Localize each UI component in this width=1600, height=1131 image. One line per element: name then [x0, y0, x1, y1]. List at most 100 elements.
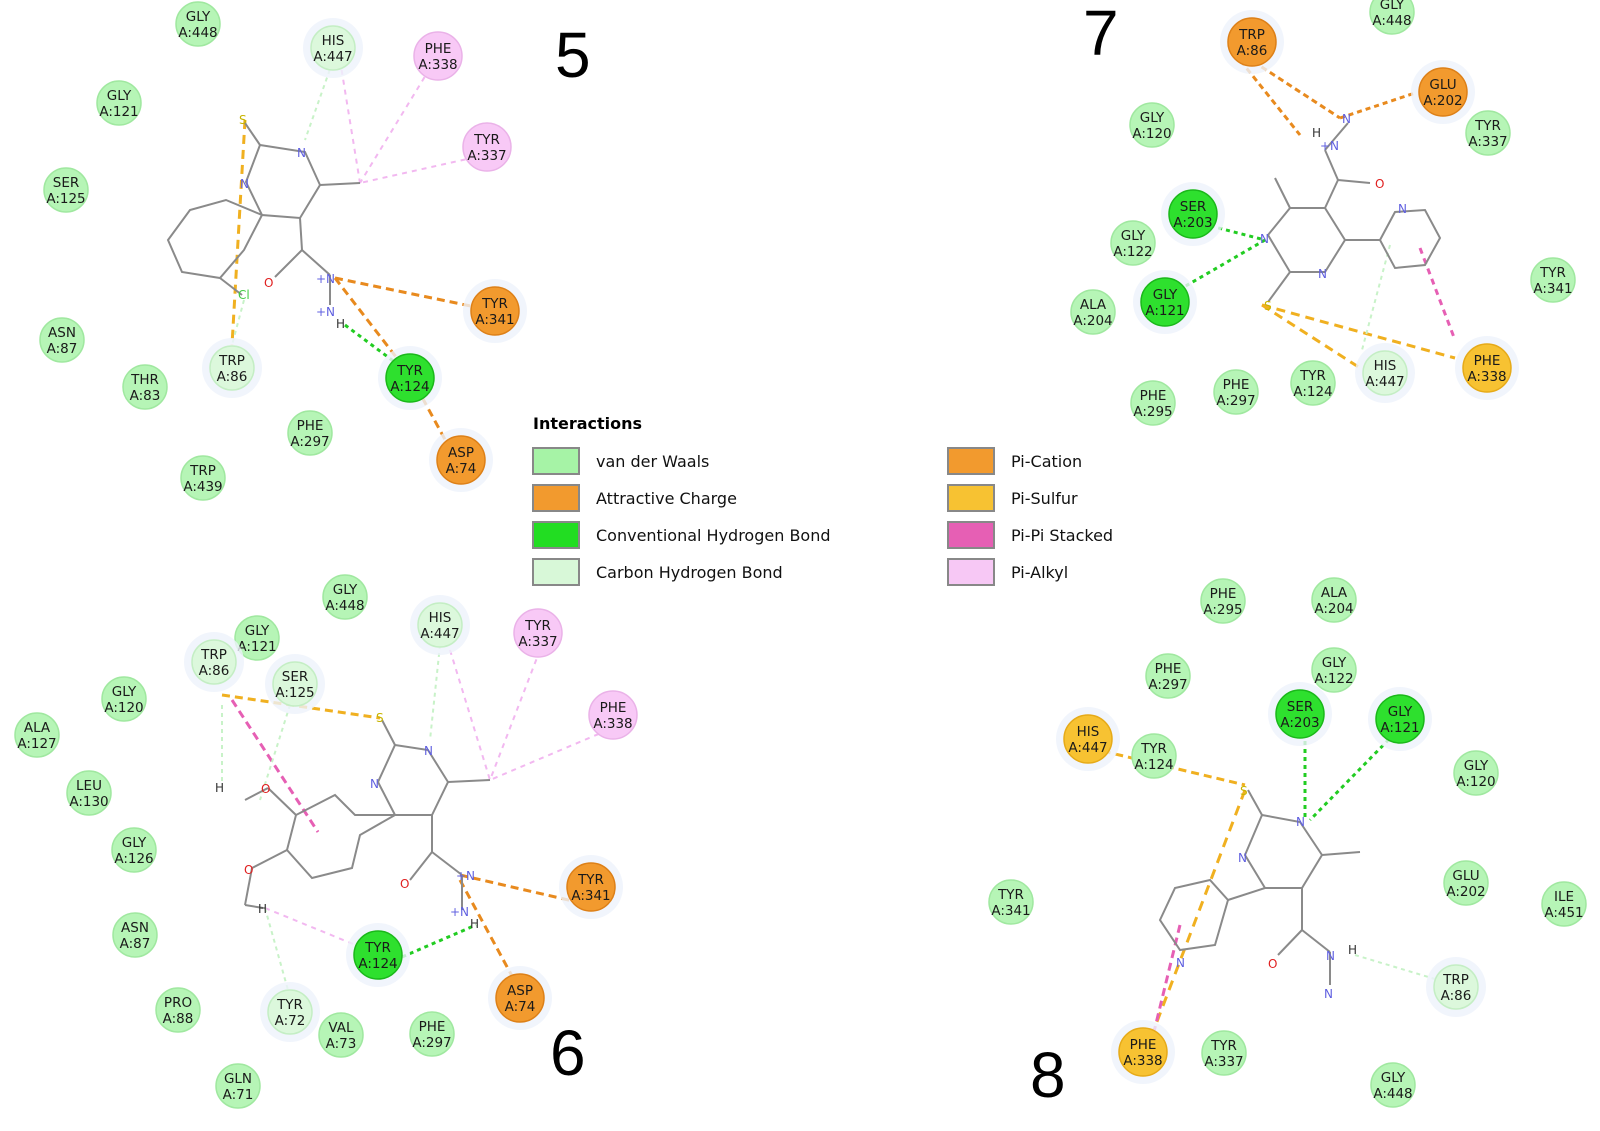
residue-name: GLY — [1380, 0, 1405, 13]
residue-id: A:124 — [1293, 384, 1332, 400]
ligand-7-atoms: N N S O +N N H N — [1260, 112, 1407, 313]
residue-id: A:341 — [991, 903, 1030, 919]
svg-text:N: N — [297, 146, 306, 160]
residue-id: A:447 — [420, 626, 459, 642]
legend: Interactions van der Waals Attractive Cha… — [532, 414, 1113, 586]
svg-text:Cl: Cl — [238, 288, 250, 302]
panel-label-7: 7 — [1083, 0, 1119, 69]
residue-name: GLY — [245, 623, 270, 639]
svg-text:O: O — [261, 782, 270, 796]
residue-id: A:338 — [1467, 369, 1506, 385]
residue-id: A:337 — [467, 148, 506, 164]
legend-item: Pi-Sulfur — [947, 484, 1078, 512]
panel-label-5: 5 — [555, 19, 591, 91]
svg-text:+N: +N — [450, 905, 469, 919]
residue-name: TYR — [364, 940, 391, 956]
svg-text:+N: +N — [456, 869, 475, 883]
legend-label: Conventional Hydrogen Bond — [596, 526, 831, 545]
svg-text:O: O — [1375, 177, 1384, 191]
residue-id: A:120 — [1456, 774, 1495, 790]
residue-name: TYR — [1140, 741, 1167, 757]
residues-8: PHEA:295ALAA:204PHEA:297GLYA:122SERA:203… — [988, 577, 1587, 1108]
residue-name: LEU — [76, 778, 102, 794]
interaction-lines-5 — [230, 54, 491, 459]
residue-name: SER — [1180, 199, 1206, 215]
residue-id: A:295 — [1203, 602, 1242, 618]
legend-label: Pi-Sulfur — [1011, 489, 1078, 508]
ligand-6-atoms: S N N O +N +N O O H H H — [215, 711, 479, 931]
residue-id: A:337 — [1468, 134, 1507, 150]
svg-text:H: H — [258, 902, 267, 916]
residue-name: GLY — [1121, 228, 1146, 244]
residue-name: TRP — [200, 647, 227, 663]
residue-name: TYR — [1474, 118, 1501, 134]
residue-name: SER — [282, 669, 308, 685]
residue-name: PRO — [164, 995, 192, 1011]
ligand-8 — [1158, 789, 1361, 985]
ligand-8-atoms: S N N O N N H N — [1176, 784, 1357, 1001]
residue-id: A:341 — [475, 312, 514, 328]
residue-name: PHE — [425, 41, 452, 57]
legend-item: Pi-Cation — [947, 447, 1082, 475]
residue-name: TYR — [997, 887, 1024, 903]
panel-5: 5 S N N — [39, 1, 591, 501]
svg-text:H: H — [1312, 126, 1321, 140]
residue-id: A:71 — [223, 1087, 254, 1103]
residue-name: ASN — [121, 920, 149, 936]
residue-name: TRP — [189, 463, 216, 479]
residue-id: A:124 — [358, 956, 397, 972]
svg-text:N: N — [240, 177, 249, 191]
residue-id: A:202 — [1446, 884, 1485, 900]
residue-name: HIS — [1077, 724, 1100, 740]
residue-name: GLY — [122, 835, 147, 851]
residue-id: A:122 — [1113, 244, 1152, 260]
legend-items: van der Waals Attractive Charge Convention… — [532, 447, 1113, 586]
residue-name: TYR — [577, 872, 604, 888]
residue-id: A:447 — [1365, 374, 1404, 390]
residue-id: A:448 — [1373, 1086, 1412, 1102]
residue-id: A:297 — [1148, 677, 1187, 693]
residue-name: THR — [130, 372, 159, 388]
panel-label-8: 8 — [1030, 1039, 1066, 1111]
residue-name: GLY — [186, 9, 211, 25]
residue-name: GLN — [224, 1071, 252, 1087]
residue-id: A:297 — [1216, 393, 1255, 409]
residue-name: HIS — [429, 610, 452, 626]
svg-text:N: N — [424, 744, 433, 758]
residue-id: A:86 — [217, 369, 248, 385]
residue-id: A:121 — [1145, 303, 1184, 319]
legend-swatch — [947, 521, 995, 549]
residue-name: TYR — [1210, 1038, 1237, 1054]
legend-item: Pi-Alkyl — [947, 558, 1068, 586]
legend-swatch — [532, 447, 580, 475]
svg-text:N: N — [1398, 202, 1407, 216]
legend-swatch — [532, 484, 580, 512]
legend-item: Conventional Hydrogen Bond — [532, 521, 831, 549]
svg-text:+N: +N — [316, 272, 335, 286]
residue-id: A:87 — [120, 936, 151, 952]
residue-id: A:124 — [1134, 757, 1173, 773]
legend-label: Pi-Cation — [1011, 452, 1082, 471]
residue-name: ALA — [1321, 585, 1348, 601]
residue-id: A:74 — [505, 999, 536, 1015]
